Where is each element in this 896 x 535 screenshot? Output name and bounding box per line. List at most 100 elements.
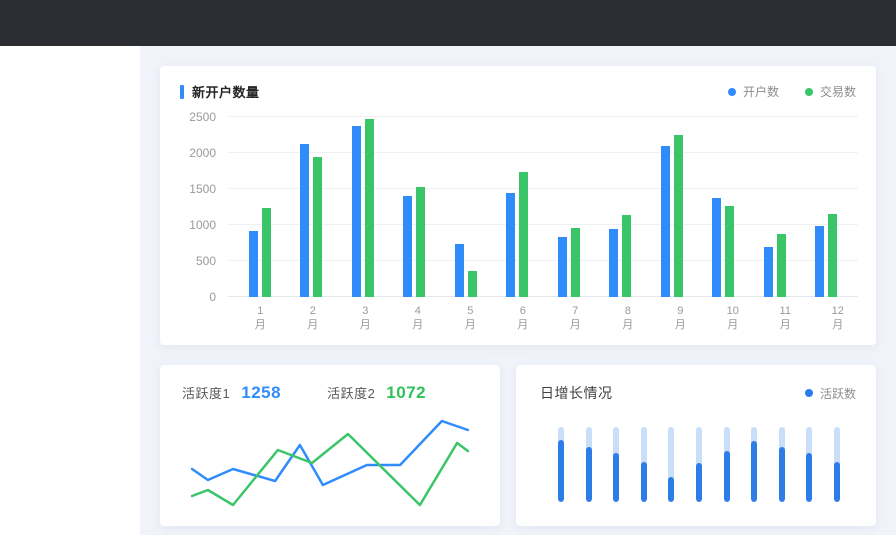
grid-line: 1000 (189, 218, 858, 232)
activity-line-svg (190, 419, 470, 507)
bar-交易数[interactable] (828, 214, 838, 297)
bar-开户数[interactable] (351, 126, 361, 297)
x-axis-tick: 4 月 (412, 305, 424, 332)
capsule-track[interactable] (833, 427, 840, 502)
line-series-活跃度1[interactable] (190, 419, 470, 487)
capsule-track[interactable] (640, 427, 647, 502)
bar-开户数[interactable] (712, 198, 722, 297)
bar-group-5月[interactable] (454, 117, 477, 297)
bar-交易数[interactable] (519, 171, 529, 297)
x-axis-tick: 2 月 (307, 305, 319, 332)
bar-开户数[interactable] (557, 236, 567, 297)
activity-metric1-value: 1258 (241, 383, 282, 402)
bar-group-10月[interactable] (712, 117, 735, 297)
capsule-track[interactable] (778, 427, 785, 502)
bar-group-1月[interactable] (248, 117, 271, 297)
legend-label: 活跃数 (819, 386, 856, 401)
capsule-fill (613, 453, 620, 502)
legend-item-交易数[interactable]: 交易数 (804, 83, 856, 100)
grid-line: 500 (196, 254, 858, 268)
x-axis-tick: 7 月 (569, 305, 581, 332)
capsule-track[interactable] (668, 427, 675, 502)
title-accent-bar (180, 84, 184, 99)
x-axis-tick: 10 月 (726, 305, 739, 332)
daily-growth-legend: 活跃数 (804, 385, 856, 402)
daily-growth-card: 日增长情况 活跃数 (516, 365, 876, 526)
grid-line: 1500 (189, 182, 858, 196)
new-accounts-legend: 开户数 交易数 (727, 83, 856, 100)
activity-metric1-label: 活跃度1 (182, 386, 231, 401)
bar-开户数[interactable] (454, 244, 464, 297)
bar-开户数[interactable] (300, 144, 310, 297)
x-axis-tick: 12 月 (831, 305, 844, 332)
bar-交易数[interactable] (261, 208, 271, 297)
bar-交易数[interactable] (622, 214, 632, 297)
daily-growth-card-header: 日增长情况 活跃数 (540, 383, 856, 403)
legend-dot-icon (804, 87, 813, 96)
y-axis-tick: 2000 (189, 146, 216, 160)
bar-group-8月[interactable] (609, 117, 632, 297)
legend-label: 交易数 (819, 85, 856, 99)
capsule-track[interactable] (695, 427, 702, 502)
y-axis-tick: 1000 (189, 218, 216, 232)
x-axis-tick: 1 月 (254, 305, 266, 332)
bar-chart-plot: 0 500 1000 1500 2000 2500 (189, 110, 858, 304)
x-axis-tick: 9 月 (674, 305, 686, 332)
bar-交易数[interactable] (776, 234, 786, 297)
activity-metric2-value: 1072 (386, 383, 427, 402)
grid-line: 2000 (189, 146, 858, 160)
activity-card: 活跃度1 1258 活跃度2 1072 (160, 365, 500, 526)
bar-开户数[interactable] (660, 145, 670, 297)
bar-开户数[interactable] (248, 231, 258, 297)
bar-group-6月[interactable] (506, 117, 529, 297)
bar-交易数[interactable] (673, 135, 683, 297)
bar-group-4月[interactable] (403, 117, 426, 297)
bar-group-2月[interactable] (300, 117, 323, 297)
capsule-fill (751, 440, 758, 502)
capsule-track[interactable] (806, 427, 813, 502)
bar-group-3月[interactable] (351, 117, 374, 297)
bar-交易数[interactable] (364, 119, 374, 297)
bar-交易数[interactable] (416, 186, 426, 297)
x-axis-tick: 8 月 (622, 305, 634, 332)
bar-交易数[interactable] (467, 271, 477, 297)
capsule-track[interactable] (585, 427, 592, 502)
capsule-track[interactable] (558, 427, 564, 502)
capsule-fill (833, 462, 840, 502)
capsule-fill (695, 463, 702, 502)
new-accounts-title-wrap: 新开户数量 (180, 82, 260, 101)
legend-dot-icon (804, 389, 813, 397)
capsule-track[interactable] (723, 427, 730, 502)
bar-group-12月[interactable] (815, 117, 838, 297)
legend-item-活跃数[interactable]: 活跃数 (804, 385, 856, 402)
bar-开户数[interactable] (403, 196, 413, 297)
bar-交易数[interactable] (570, 227, 580, 297)
capsule-fill (806, 453, 813, 502)
bar-group-7月[interactable] (557, 117, 580, 297)
capsule-fill (585, 447, 592, 502)
y-axis-tick: 2500 (189, 110, 216, 124)
bar-groups (228, 117, 858, 297)
bar-开户数[interactable] (815, 226, 825, 297)
bar-交易数[interactable] (725, 206, 735, 297)
x-axis-tick: 5 月 (464, 305, 476, 332)
activity-metric2-label: 活跃度2 (327, 386, 376, 401)
y-axis-tick: 1500 (189, 182, 216, 196)
bar-group-11月[interactable] (763, 117, 786, 297)
capsule-fill (778, 446, 785, 502)
line-series-活跃度2[interactable] (190, 432, 470, 507)
bar-交易数[interactable] (313, 156, 323, 297)
legend-dot-icon (727, 87, 736, 96)
new-accounts-title: 新开户数量 (192, 85, 260, 100)
bar-开户数[interactable] (506, 192, 516, 297)
sidebar (0, 46, 140, 535)
y-axis-tick: 500 (195, 254, 216, 268)
capsule-track[interactable] (751, 427, 758, 502)
bar-开户数[interactable] (763, 247, 773, 297)
bar-group-9月[interactable] (660, 117, 683, 297)
capsule-track[interactable] (613, 427, 620, 502)
bar-开户数[interactable] (609, 229, 619, 297)
grid-line: 2500 (189, 110, 858, 124)
legend-item-开户数[interactable]: 开户数 (727, 83, 779, 100)
